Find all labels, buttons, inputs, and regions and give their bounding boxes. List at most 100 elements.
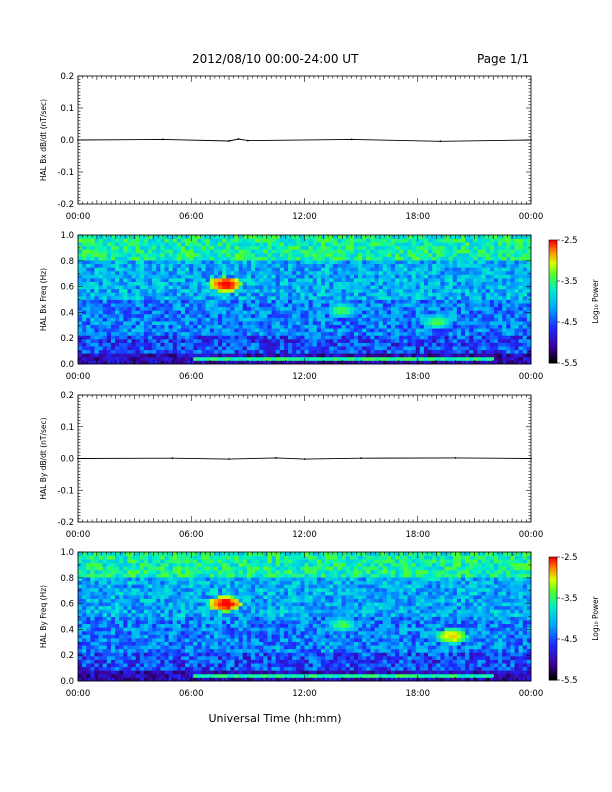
spectrogram-cell — [526, 321, 532, 325]
spectrogram-cell — [152, 235, 157, 239]
colorbar-swatch — [549, 266, 557, 270]
spectrogram-cell — [102, 677, 108, 682]
spectrogram-cell — [197, 285, 202, 290]
spectrogram-cell — [201, 238, 207, 243]
colorbar-swatch — [549, 313, 557, 317]
spectrogram-cell — [152, 252, 157, 257]
spectrogram-cell — [506, 245, 511, 250]
spectrogram-cell — [452, 321, 458, 325]
spectrogram-cell — [452, 242, 458, 247]
spectrogram-cell — [94, 278, 99, 282]
spectrogram-cell — [358, 263, 363, 268]
spectrogram-cell — [139, 306, 145, 311]
colorbar-swatch — [549, 250, 557, 253]
spectrogram-cell — [226, 295, 231, 300]
spectrogram-cell — [423, 331, 429, 336]
spectrogram-cell — [395, 328, 400, 333]
colorbar-swatch — [549, 264, 557, 268]
spectrogram-cell — [230, 306, 235, 311]
spectrogram-cell — [510, 328, 515, 333]
spectrogram-cell — [477, 306, 482, 311]
spectrogram-cell — [502, 317, 507, 322]
spectrogram-cell — [296, 338, 301, 343]
spectrogram-cell — [119, 295, 124, 300]
spectrogram-cell — [390, 338, 396, 343]
spectrogram-cell — [123, 252, 128, 257]
spectrogram-cell — [465, 292, 470, 297]
spectrogram-cell — [325, 321, 330, 325]
spectrogram-cell — [423, 242, 429, 247]
spectrogram-cell — [325, 328, 330, 333]
spectrogram-cell — [164, 288, 169, 293]
spectrogram-cell — [316, 235, 322, 239]
spectrogram-cell — [370, 349, 375, 354]
spectrogram-cell — [148, 349, 153, 354]
spectrogram-cell — [78, 353, 83, 358]
spectrogram-cell — [469, 235, 474, 239]
spectrogram-cell — [477, 292, 482, 297]
spectrogram-cell — [308, 338, 314, 343]
spectrogram-cell — [300, 349, 305, 354]
spectrogram-cell — [423, 274, 429, 279]
spectrogram-cell — [148, 238, 153, 243]
spectrogram-cell — [329, 299, 334, 304]
colorbar-swatch — [549, 319, 557, 323]
spectrogram-cell — [493, 353, 499, 358]
spectrogram-cell — [485, 313, 491, 318]
spectrogram-cell — [358, 349, 363, 354]
spectrogram-cell — [419, 252, 425, 257]
spectrogram-cell — [263, 346, 268, 351]
spectrogram-cell — [489, 299, 495, 304]
spectrogram-cell — [255, 356, 260, 361]
spectrogram-cell — [238, 270, 244, 275]
spectrogram-cell — [94, 242, 99, 247]
spectrogram-cell — [180, 360, 186, 365]
spectrogram-cell — [316, 292, 322, 297]
spectrogram-cell — [131, 263, 137, 268]
spectrogram-cell — [197, 317, 202, 322]
spectrogram-cell — [205, 306, 211, 311]
spectrogram-cell — [366, 353, 371, 358]
spectrogram-cell — [197, 306, 202, 311]
spectrogram-cell — [242, 338, 248, 343]
spectrogram-cell — [345, 313, 351, 318]
spectrogram-cell — [366, 310, 371, 315]
spectrogram-cell — [102, 278, 108, 282]
spectrogram-cell — [460, 295, 466, 300]
spectrogram-cell — [345, 338, 351, 343]
spectrogram-cell — [386, 331, 392, 336]
spectrogram-cell — [440, 338, 445, 343]
spectrogram-cell — [403, 677, 408, 682]
spectrogram-cell — [160, 317, 165, 322]
spectrogram-cell — [218, 338, 223, 343]
colorbar-swatch — [549, 262, 557, 266]
spectrogram-cell — [279, 256, 285, 261]
spectrogram-cell — [201, 335, 207, 340]
spectrogram-cell — [238, 313, 244, 318]
spectrogram-cell — [106, 270, 112, 275]
spectrogram-cell — [234, 321, 240, 325]
spectrogram-cell — [98, 235, 104, 239]
spectrogram-cell — [250, 324, 256, 329]
spectrogram-cell — [473, 252, 478, 257]
spectrogram-cell — [148, 328, 153, 333]
spectrogram-cell — [469, 299, 474, 304]
spectrogram-cell — [489, 242, 495, 247]
spectrogram-cell — [292, 252, 297, 257]
spectrogram-cell — [259, 288, 264, 293]
colorbar-swatch — [549, 268, 557, 272]
spectrogram-cell — [452, 303, 458, 308]
spectrogram-cell — [353, 274, 359, 279]
spectrogram-cell — [283, 303, 289, 308]
spectrogram-cell — [386, 360, 392, 365]
spectrogram-cell — [189, 306, 194, 311]
data-point — [530, 457, 532, 460]
spectrogram-cell — [304, 245, 310, 250]
spectrogram-cell — [448, 242, 454, 247]
spectrogram-cell — [382, 328, 388, 333]
spectrogram-cell — [436, 252, 441, 257]
spectrogram-cell — [246, 278, 252, 282]
spectrogram-cell — [395, 263, 400, 268]
spectrogram-cell — [98, 242, 104, 247]
spectrogram-cell — [349, 328, 355, 333]
